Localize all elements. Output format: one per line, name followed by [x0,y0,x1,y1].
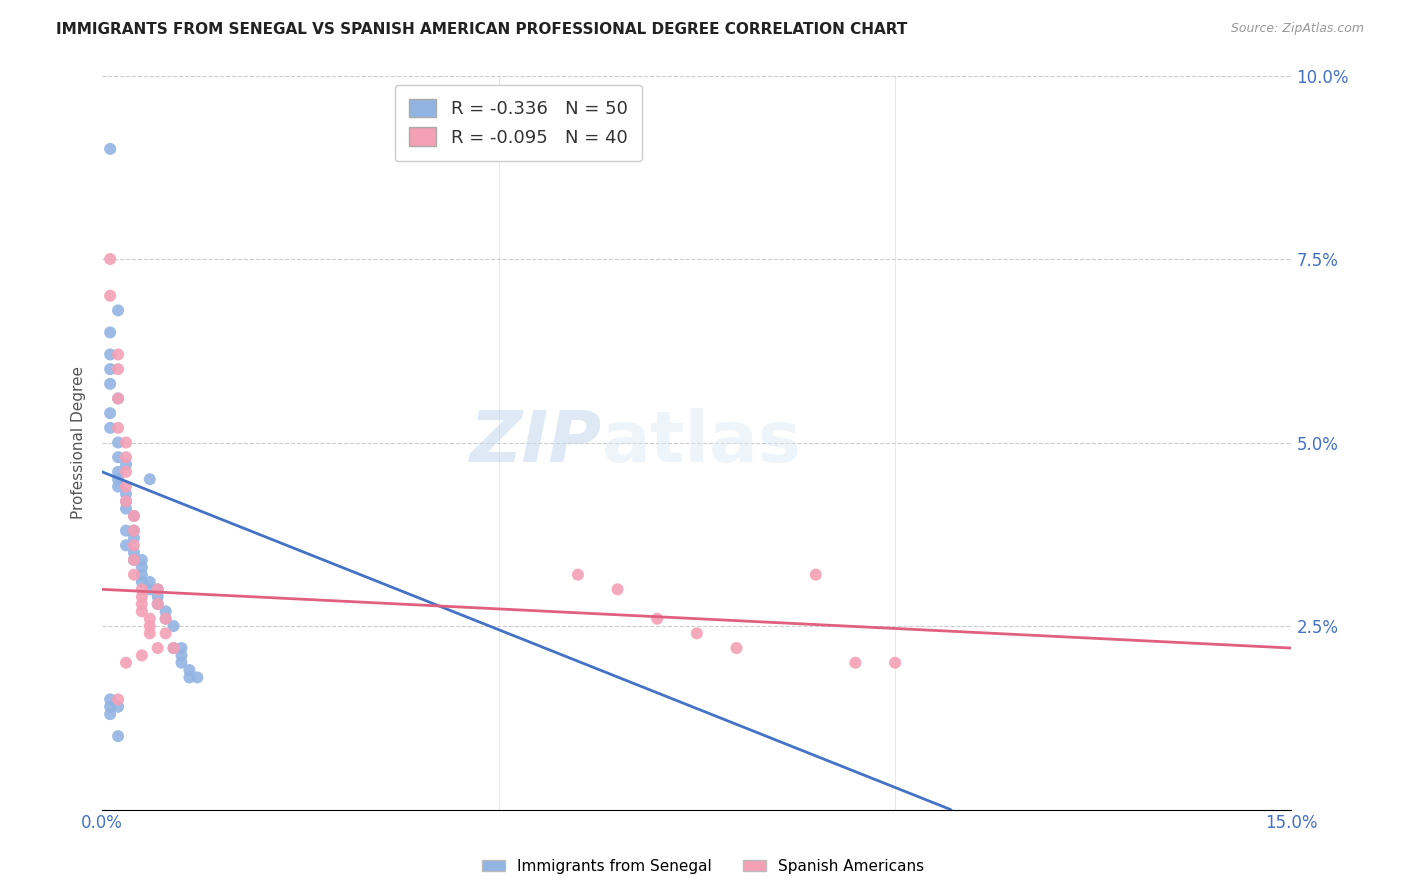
Point [115,501,138,516]
Point [567,567,589,582]
Point [98,406,121,420]
Point [107,472,129,486]
Point [686,626,709,640]
Point [186,670,208,684]
Point [131,553,153,567]
Legend: Immigrants from Senegal, Spanish Americans: Immigrants from Senegal, Spanish America… [477,853,929,880]
Point [170,641,193,656]
Point [107,392,129,406]
Point [122,553,145,567]
Point [155,612,177,626]
Point [98,376,121,391]
Point [107,435,129,450]
Point [122,524,145,538]
Point [115,538,138,552]
Text: IMMIGRANTS FROM SENEGAL VS SPANISH AMERICAN PROFESSIONAL DEGREE CORRELATION CHAR: IMMIGRANTS FROM SENEGAL VS SPANISH AMERI… [56,22,908,37]
Point [122,553,145,567]
Point [131,582,153,597]
Y-axis label: Professional Degree: Professional Degree [72,366,86,519]
Point [139,626,162,640]
Point [645,612,668,626]
Point [115,479,138,493]
Point [98,421,121,435]
Point [107,303,129,318]
Point [115,487,138,501]
Point [146,582,169,597]
Text: atlas: atlas [602,408,801,477]
Point [98,289,121,303]
Point [170,648,193,663]
Point [131,567,153,582]
Point [98,347,121,361]
Point [107,421,129,435]
Point [122,508,145,523]
Point [162,641,184,656]
Point [115,458,138,472]
Point [122,524,145,538]
Point [131,648,153,663]
Point [98,326,121,340]
Point [115,435,138,450]
Point [107,729,129,743]
Point [107,450,129,465]
Point [98,692,121,706]
Point [146,597,169,611]
Point [107,362,129,376]
Point [122,538,145,552]
Point [115,524,138,538]
Text: Source: ZipAtlas.com: Source: ZipAtlas.com [1230,22,1364,36]
Point [115,450,138,465]
Point [146,641,169,656]
Point [107,699,129,714]
Point [139,574,162,589]
Point [170,656,193,670]
Legend: R = -0.336   N = 50, R = -0.095   N = 40: R = -0.336 N = 50, R = -0.095 N = 40 [395,85,643,161]
Point [115,494,138,508]
Point [139,582,162,597]
Point [146,582,169,597]
Point [804,567,827,582]
Point [155,612,177,626]
Point [122,546,145,560]
Point [884,656,907,670]
Point [115,494,138,508]
Point [139,472,162,486]
Point [725,641,748,656]
Point [139,619,162,633]
Point [131,574,153,589]
Point [115,656,138,670]
Point [98,699,121,714]
Point [131,597,153,611]
Point [107,465,129,479]
Point [122,531,145,545]
Point [107,479,129,493]
Point [131,560,153,574]
Point [107,692,129,706]
Point [131,590,153,604]
Point [98,252,121,266]
Point [131,604,153,618]
Point [155,626,177,640]
Point [139,612,162,626]
Point [162,641,184,656]
Point [107,347,129,361]
Point [122,567,145,582]
Point [146,590,169,604]
Point [844,656,866,670]
Point [115,465,138,479]
Point [98,362,121,376]
Point [98,707,121,722]
Point [155,604,177,618]
Point [179,670,201,684]
Point [162,619,184,633]
Text: ZIP: ZIP [470,408,602,477]
Point [98,142,121,156]
Point [606,582,628,597]
Point [122,508,145,523]
Point [146,597,169,611]
Point [107,392,129,406]
Point [179,663,201,677]
